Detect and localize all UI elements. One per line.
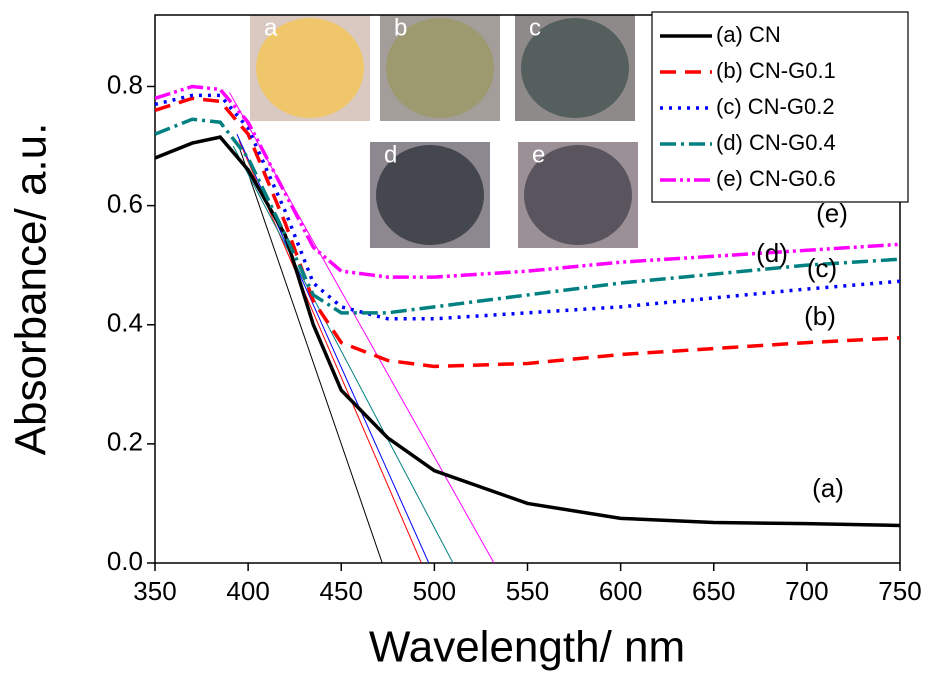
- y-axis-title: Absorbance/ a.u.: [7, 123, 56, 456]
- y-tick-label: 0.2: [107, 427, 143, 457]
- legend-label: (a) CN: [716, 22, 781, 47]
- y-tick-label: 0.8: [107, 69, 143, 99]
- legend-box: [651, 11, 909, 203]
- legend-label: (c) CN-G0.2: [716, 94, 835, 119]
- series-line: [155, 117, 900, 315]
- legend-label: (b) CN-G0.1: [716, 58, 836, 83]
- inset-sample: [386, 18, 494, 118]
- curve-label: (c): [807, 253, 837, 283]
- tangent-line: [232, 145, 454, 563]
- inset-sample: [524, 145, 632, 245]
- y-tick-label: 0.6: [107, 188, 143, 218]
- inset-label: d: [384, 141, 397, 168]
- inset-label: a: [264, 14, 278, 41]
- x-tick-label: 700: [785, 576, 828, 606]
- series-line: [155, 93, 900, 321]
- inset-label: e: [532, 141, 545, 168]
- tangent-line: [238, 139, 422, 563]
- series-line: [155, 96, 900, 369]
- x-axis-title: Wavelength/ nm: [369, 623, 685, 672]
- legend-label: (d) CN-G0.4: [716, 130, 836, 155]
- series-line: [155, 135, 900, 528]
- y-tick-label: 0.4: [107, 308, 143, 338]
- x-tick-label: 550: [506, 576, 549, 606]
- curve-label: (b): [804, 301, 836, 331]
- inset-label: b: [394, 14, 407, 41]
- curve-label: (a): [812, 473, 844, 503]
- x-tick-label: 750: [878, 576, 921, 606]
- inset-label: c: [529, 14, 541, 41]
- x-tick-label: 400: [226, 576, 269, 606]
- x-tick-label: 350: [133, 576, 176, 606]
- y-tick-label: 0.0: [107, 546, 143, 576]
- x-tick-label: 450: [320, 576, 363, 606]
- series-line: [155, 84, 900, 279]
- inset-sample: [521, 18, 629, 118]
- curve-label: (e): [816, 198, 848, 228]
- curve-label: (d): [756, 238, 788, 268]
- x-tick-label: 650: [692, 576, 735, 606]
- tangent-line: [238, 145, 383, 563]
- inset-sample: [256, 18, 364, 118]
- inset-sample: [376, 145, 484, 245]
- legend-label: (e) CN-G0.6: [716, 166, 836, 191]
- x-tick-label: 600: [599, 576, 642, 606]
- x-tick-label: 500: [413, 576, 456, 606]
